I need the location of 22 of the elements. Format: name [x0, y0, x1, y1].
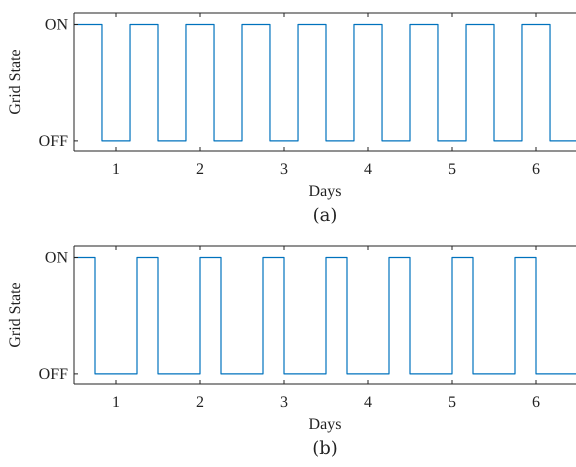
x-tick-label: 4	[364, 161, 372, 178]
text: ON	[44, 250, 68, 266]
text: OFF	[38, 132, 68, 150]
y-axis-title: Grid State	[7, 282, 24, 348]
x-tick-label: 2	[196, 394, 204, 411]
x-tick-label: 2	[196, 161, 204, 178]
x-tick-label: 3	[280, 161, 288, 178]
x-tick-label: 6	[532, 394, 540, 411]
text: (b)	[312, 438, 338, 459]
text: OFF	[38, 366, 68, 383]
x-axis-title: Days	[308, 183, 342, 200]
text: (a)	[312, 205, 338, 226]
x-tick-label: 3	[280, 394, 288, 411]
x-tick-label: 1	[112, 394, 120, 411]
x-tick-label: 5	[448, 161, 456, 178]
x-axis-title: Days	[308, 416, 342, 433]
x-tick-label: 1	[112, 161, 120, 178]
x-tick-label: 5	[448, 394, 456, 411]
y-axis-title: Grid State	[7, 49, 24, 115]
x-tick-label: 4	[364, 394, 372, 411]
x-tick-label: 6	[532, 161, 540, 178]
text: ON	[44, 16, 68, 34]
